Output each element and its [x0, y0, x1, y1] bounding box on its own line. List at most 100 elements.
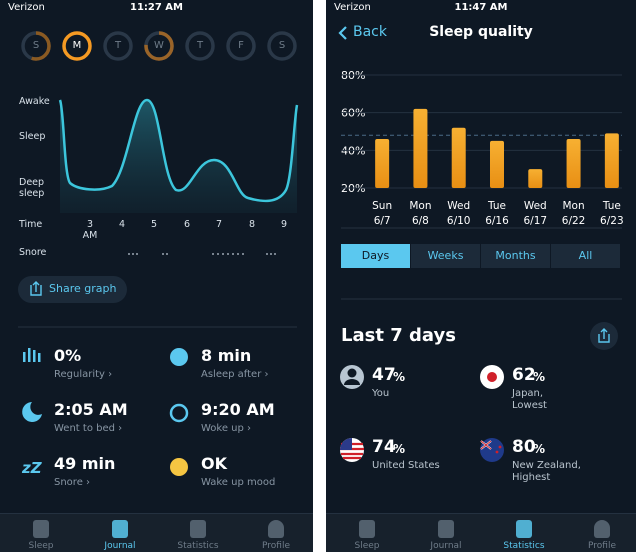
stat-label: Asleep after › — [201, 369, 269, 380]
sleep-quality-screen: 20% 40% 60% 80% Verizon 11:47 AM Back Sleep… — [326, 0, 636, 552]
time-tick: 6 — [183, 219, 191, 230]
stat-unit: % — [533, 442, 546, 456]
tab-icon[interactable] — [268, 520, 284, 538]
share-icon — [30, 281, 42, 296]
day-label: S — [278, 40, 286, 51]
stat-value: 49 min — [54, 454, 116, 473]
time-tick: 4 — [118, 219, 126, 230]
x-tick-label: Mon 6/22 — [561, 200, 586, 227]
bar — [604, 133, 619, 188]
carrier: Verizon — [334, 2, 371, 13]
tab-label[interactable]: Statistics — [177, 541, 219, 551]
day-label: T — [114, 40, 122, 51]
stat-value: OK — [201, 454, 227, 473]
share-icon — [598, 328, 610, 343]
clock: 11:27 AM — [129, 2, 183, 13]
snore-label: Snore — [19, 247, 47, 258]
time-tick: 5 — [150, 219, 158, 230]
bar — [566, 139, 581, 188]
segment[interactable]: Weeks — [411, 244, 480, 268]
time-tick: 8 — [248, 219, 256, 230]
stat-value: 47 — [372, 365, 396, 385]
segment[interactable]: All — [551, 244, 620, 268]
y-label: Awake — [19, 96, 50, 107]
x-tick-label: Tue 6/23 — [600, 200, 624, 227]
x-tick-label: Mon 6/8 — [409, 200, 432, 227]
tab-icon[interactable] — [359, 520, 375, 538]
screen-title: Sleep quality — [429, 24, 533, 40]
day-label: W — [154, 40, 164, 51]
stat-label: Regularity › — [54, 369, 113, 380]
time-tick: 7 — [215, 219, 223, 230]
day-label: F — [238, 40, 244, 51]
stat-label: United States — [372, 460, 440, 471]
day-label: M — [72, 40, 82, 51]
day-rings — [21, 31, 297, 61]
avatars — [340, 365, 504, 462]
stat-label: You — [372, 388, 390, 399]
stat-value: 0% — [54, 346, 82, 365]
sleep-area — [60, 100, 297, 213]
x-tick-label: Sun 6/7 — [372, 200, 393, 227]
stat-unit: % — [393, 442, 406, 456]
right-graphics: 20%40%60%80% — [338, 26, 622, 462]
tab-bar — [0, 513, 313, 552]
x-tick-label: Wed 6/10 — [446, 200, 471, 227]
carrier: Verizon — [8, 2, 45, 13]
sleep-curve — [58, 98, 299, 203]
stat-label: Snore › — [54, 477, 91, 488]
day-label: S — [32, 40, 40, 51]
tab-label[interactable]: Sleep — [354, 541, 380, 551]
tab-icon[interactable] — [112, 520, 128, 538]
svg-text:zZ: zZ — [21, 459, 43, 477]
stat-value: 2:05 AM — [54, 400, 128, 419]
stat-value: 9:20 AM — [201, 400, 275, 419]
bar — [375, 139, 390, 188]
time-label: Time — [19, 219, 43, 230]
share-button[interactable]: Share graph — [49, 282, 117, 295]
x-tick-label: Wed 6/17 — [523, 200, 548, 227]
tab-bar — [326, 513, 636, 552]
x-tick-label: Tue 6/16 — [485, 200, 509, 227]
y-label: Sleep — [19, 131, 46, 142]
tab-icon[interactable] — [516, 520, 532, 538]
section-title: Last 7 days — [341, 325, 456, 346]
stat-unit: % — [533, 370, 546, 384]
tab-label[interactable]: Journal — [104, 541, 136, 551]
bar — [413, 108, 428, 188]
tab-icon[interactable] — [438, 520, 454, 538]
stat-label: Japan, Lowest — [512, 388, 547, 411]
tab-icon[interactable] — [594, 520, 610, 538]
tab-label[interactable]: Profile — [588, 541, 616, 551]
time-tick: 3 AM — [82, 219, 98, 241]
bar — [528, 169, 543, 188]
stat-value: 80 — [512, 437, 536, 457]
tab-label[interactable]: Sleep — [28, 541, 54, 551]
stat-value: 74 — [372, 437, 396, 457]
time-tick: 9 — [280, 219, 288, 230]
stat-label: Woke up › — [201, 423, 252, 434]
tab-icon[interactable] — [190, 520, 206, 538]
back-button[interactable]: Back — [353, 24, 387, 40]
bar — [490, 140, 504, 188]
left-graphics: zZ — [18, 31, 299, 477]
tab-label[interactable]: Statistics — [503, 541, 545, 551]
tab-icon[interactable] — [33, 520, 49, 538]
y-label: Deep sleep — [19, 177, 45, 199]
segment[interactable]: Months — [481, 244, 550, 268]
bar — [451, 127, 466, 188]
segment[interactable]: Days — [341, 244, 410, 268]
stat-unit: % — [393, 370, 406, 384]
stat-value: 8 min — [201, 346, 252, 365]
stat-label: New Zealand, Highest — [512, 460, 581, 483]
stat-label: Wake up mood — [201, 477, 276, 488]
back-arrow[interactable] — [338, 26, 347, 40]
share-button-bg[interactable] — [18, 276, 127, 303]
stat-label: Went to bed › — [54, 423, 123, 434]
tab-label[interactable]: Journal — [430, 541, 462, 551]
tab-label[interactable]: Profile — [262, 541, 290, 551]
stat-icons: zZ — [21, 348, 189, 477]
day-label: T — [196, 40, 204, 51]
